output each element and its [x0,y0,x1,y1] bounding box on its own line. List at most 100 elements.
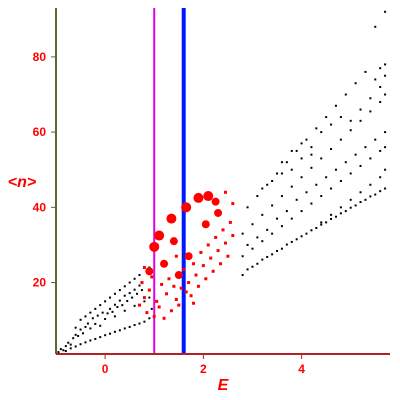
data-point [374,25,377,28]
data-point [128,292,131,295]
data-point [280,247,283,250]
data-point [271,253,274,256]
y-tick-label: 80 [33,50,47,64]
data-point [359,191,362,194]
data-point [374,138,377,141]
data-point [145,311,149,315]
data-point [276,249,279,252]
data-point [290,240,293,243]
data-point [349,206,352,209]
data-point [330,148,333,151]
data-point [118,289,121,292]
axes [55,8,390,355]
data-point [344,161,347,164]
data-point [104,300,107,303]
data-point [364,70,367,73]
data-point [325,176,328,179]
data-point [89,311,92,314]
data-point [74,326,77,329]
reference-lines [153,8,186,354]
data-point [84,325,87,328]
data-point [266,228,269,231]
x-axis-title: E [218,377,230,394]
data-point [285,243,288,246]
data-point [204,277,208,281]
data-point [325,221,328,224]
data-point [256,195,259,198]
data-point [123,327,126,330]
data-point [261,187,264,190]
data-point [320,131,323,134]
data-point [295,149,298,152]
data-point [109,332,112,335]
data-point [369,110,372,113]
data-point [133,288,136,291]
data-point [142,266,146,269]
data-point [384,146,387,149]
data-point [89,339,92,342]
data-point [123,285,126,288]
data-point [138,284,141,287]
data-point [133,277,136,280]
data-point [344,93,347,96]
data-point [290,217,293,220]
data-point [99,336,102,339]
data-point [143,300,146,303]
data-point [166,213,177,224]
data-point [72,337,75,340]
data-point [89,327,92,330]
data-point [96,314,99,317]
data-point [74,345,77,348]
data-point [251,223,254,226]
data-point [86,322,89,325]
data-point [128,325,131,328]
data-point [256,236,259,239]
data-point [121,304,124,307]
data-point [344,210,347,213]
data-point [155,299,159,303]
data-point [99,304,102,307]
data-point [189,294,193,298]
data-point [74,333,77,336]
data-point [216,249,220,253]
data-point [79,328,82,331]
data-point [251,265,254,268]
data-point [384,187,387,190]
data-point [266,255,269,258]
data-point [128,281,131,284]
data-point [305,232,308,235]
data-point [369,97,372,100]
data-point [315,227,318,230]
data-point [384,168,387,171]
data-point [167,277,171,281]
data-point [339,212,342,215]
data-point [369,195,372,198]
data-point [369,183,372,186]
data-point [246,206,249,209]
red-points-series [138,190,235,320]
data-point [94,307,97,310]
data-point [241,255,244,258]
data-point [206,243,210,247]
data-point [149,241,160,252]
data-point [154,230,165,241]
data-point [266,183,269,186]
data-point [99,324,102,327]
data-point [94,337,97,340]
data-point [136,292,139,295]
data-point [223,241,227,245]
data-point [349,198,352,201]
data-point [172,284,176,288]
data-point [79,343,82,346]
data-point [84,315,87,318]
data-point [179,286,183,290]
data-point [359,108,362,111]
data-point [203,191,214,202]
data-point [211,197,220,206]
data-point [334,104,337,107]
data-point [223,190,227,194]
data-point [339,180,342,182]
data-point [310,153,313,156]
data-point [384,93,387,96]
data-point [184,252,193,261]
